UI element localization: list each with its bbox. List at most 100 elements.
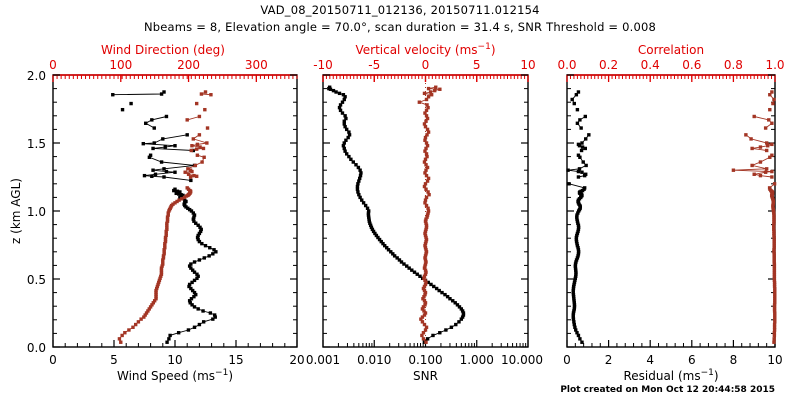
ytick-label: 2.0 xyxy=(27,69,46,83)
data-point-vertical-velocity xyxy=(424,270,428,274)
data-point-snr xyxy=(374,233,379,238)
data-point-correlation xyxy=(752,114,756,119)
data-point-correlation xyxy=(772,217,776,221)
data-point-wind-speed xyxy=(185,133,189,137)
ytick-label: 0.0 xyxy=(27,341,46,355)
data-point-snr xyxy=(367,209,371,213)
data-point-wind-speed xyxy=(189,262,193,266)
data-point-vertical-velocity xyxy=(423,272,428,276)
data-point-wind-direction xyxy=(127,328,131,332)
data-point-wind-speed xyxy=(151,146,155,151)
data-point-wind-direction xyxy=(154,288,158,293)
data-point-snr xyxy=(451,299,455,303)
data-point-residual xyxy=(571,292,576,297)
data-point-correlation xyxy=(771,101,775,106)
data-point-residual xyxy=(583,114,588,119)
data-point-vertical-velocity xyxy=(434,85,438,89)
data-point-correlation xyxy=(752,172,756,176)
data-point-correlation xyxy=(770,121,774,125)
data-point-wind-speed xyxy=(187,299,192,303)
data-point-wind-speed xyxy=(192,278,197,283)
data-point-vertical-velocity xyxy=(424,146,428,151)
data-point-snr xyxy=(358,195,362,200)
ytick-label: 0.5 xyxy=(27,273,46,287)
data-point-correlation xyxy=(767,118,771,122)
data-point-vertical-velocity xyxy=(425,179,430,183)
data-point-vertical-velocity xyxy=(423,138,427,142)
data-point-correlation xyxy=(764,148,769,153)
data-point-wind-direction xyxy=(205,126,210,130)
data-point-vertical-velocity xyxy=(423,278,427,283)
data-point-wind-direction xyxy=(154,294,158,299)
data-point-wind-direction xyxy=(198,145,202,149)
data-point-correlation xyxy=(772,239,776,244)
xaxis-title-residual: Residual (ms−1) xyxy=(623,368,718,383)
data-point-vertical-velocity xyxy=(438,87,442,91)
data-point-snr xyxy=(342,97,346,102)
data-point-wind-speed xyxy=(189,297,194,301)
data-point-vertical-velocity xyxy=(424,225,429,230)
data-point-correlation xyxy=(773,294,777,299)
data-point-correlation xyxy=(773,297,777,301)
data-point-wind-direction xyxy=(165,227,169,232)
data-point-correlation xyxy=(772,254,776,258)
data-point-snr xyxy=(340,100,345,104)
data-point-wind-speed xyxy=(202,256,206,260)
data-point-residual xyxy=(578,155,582,159)
data-point-snr xyxy=(340,111,345,115)
data-point-snr xyxy=(357,179,361,183)
data-point-correlation xyxy=(770,153,774,157)
xtick-label-top: -5 xyxy=(368,58,380,72)
data-point-snr xyxy=(343,95,347,99)
data-point-vertical-velocity xyxy=(421,331,426,335)
data-point-vertical-velocity xyxy=(423,231,427,236)
data-point-wind-direction xyxy=(166,211,170,215)
data-point-correlation xyxy=(773,311,777,315)
data-point-snr xyxy=(389,250,393,254)
xaxis-title-snr: SNR xyxy=(413,369,438,383)
data-point-residual xyxy=(576,246,580,250)
data-point-wind-direction xyxy=(163,235,168,240)
data-point-wind-direction xyxy=(193,163,198,168)
data-point-residual xyxy=(576,333,581,338)
data-point-snr xyxy=(454,322,458,327)
data-point-vertical-velocity xyxy=(424,239,428,244)
data-point-wind-direction xyxy=(163,239,168,244)
data-point-wind-speed xyxy=(192,213,197,217)
data-point-correlation xyxy=(773,313,777,317)
data-point-correlation xyxy=(773,317,777,321)
data-point-snr xyxy=(407,266,411,270)
data-point-wind-speed xyxy=(191,148,195,153)
data-point-residual xyxy=(571,294,576,299)
data-point-vertical-velocity xyxy=(426,209,431,213)
data-point-vertical-velocity xyxy=(425,103,429,107)
data-point-residual xyxy=(573,325,577,329)
data-point-correlation xyxy=(768,93,772,97)
data-point-snr xyxy=(337,105,342,110)
data-point-wind-direction xyxy=(161,260,165,264)
data-point-correlation xyxy=(744,133,748,137)
data-point-wind-direction xyxy=(152,299,157,303)
data-point-correlation xyxy=(772,246,776,250)
data-point-snr xyxy=(344,152,349,156)
data-point-correlation xyxy=(772,213,776,217)
data-point-wind-speed xyxy=(167,337,171,341)
data-point-wind-speed xyxy=(191,211,195,215)
data-point-snr xyxy=(363,203,368,208)
data-point-correlation xyxy=(772,266,777,270)
xtick-label-bottom: 20 xyxy=(289,353,304,367)
data-point-vertical-velocity xyxy=(417,100,422,104)
data-point-correlation xyxy=(772,260,776,264)
data-point-correlation xyxy=(772,215,776,219)
xtick-label-top: 300 xyxy=(245,58,268,72)
xaxis-title-top-vertical-velocity: Vertical velocity (ms−1) xyxy=(355,42,495,57)
data-point-correlation xyxy=(772,280,777,285)
data-point-residual xyxy=(572,322,576,327)
data-point-snr xyxy=(368,223,373,227)
data-point-wind-speed xyxy=(192,215,196,219)
xtick-label-bottom: 1.000 xyxy=(460,353,494,367)
data-point-wind-direction xyxy=(194,101,199,106)
data-point-wind-direction xyxy=(185,118,189,122)
data-point-wind-direction xyxy=(159,266,164,270)
